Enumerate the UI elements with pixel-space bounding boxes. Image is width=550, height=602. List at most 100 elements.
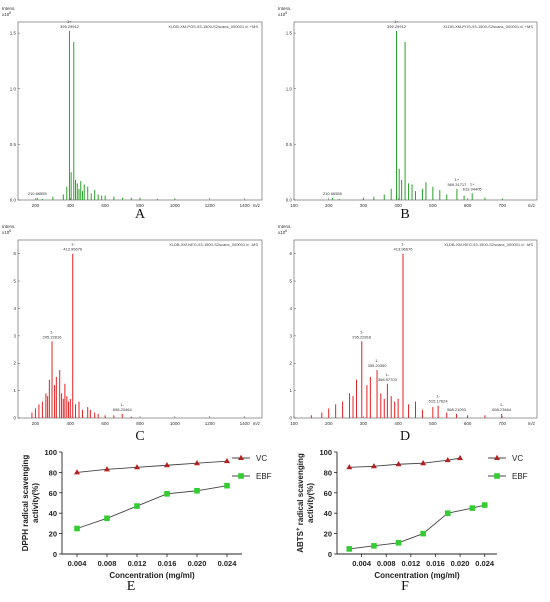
series-point-ebf <box>395 539 402 546</box>
series-point-vc <box>444 456 451 463</box>
y-tick-label: 40 <box>49 509 57 518</box>
y-tick-label: 1.5 <box>10 31 17 36</box>
y-tick-label: 1 <box>289 388 292 393</box>
x-tick-label: 500 <box>429 421 437 426</box>
x-tick-label: 700 <box>499 203 507 208</box>
y-tick-label: 0 <box>13 416 16 421</box>
x-tick-label: 1000 <box>170 203 181 208</box>
peak-mz-label: 368.97703 <box>378 377 398 382</box>
x-tick-label: 0.004 <box>68 559 88 568</box>
panel-letter-a: A <box>135 207 146 222</box>
peak-charge-label: 1- <box>500 402 504 407</box>
series-point-vc <box>395 461 402 467</box>
series-point-vc <box>370 463 377 469</box>
y-tick-label: 0 <box>53 550 57 559</box>
x-tick-label: 1200 <box>205 203 216 208</box>
peak-mz-label: 613.34405 <box>463 186 483 191</box>
series-point-ebf <box>194 487 200 494</box>
x-tick-label: 0.024 <box>218 559 238 568</box>
y-title-sup: + <box>296 527 302 531</box>
y-tick-label: 0.5 <box>286 142 293 147</box>
y-tick-label: 60 <box>324 489 332 498</box>
peak-charge-label: 1- <box>436 394 440 399</box>
legend-marker <box>238 473 244 479</box>
x-tick-label: 600 <box>101 421 109 426</box>
multiplier-base: x10 <box>2 230 10 235</box>
y-tick-label: 1.0 <box>286 86 293 91</box>
y-tick-label: 2 <box>13 361 16 366</box>
series-point-ebf <box>346 546 353 552</box>
x-unit-label: m/z <box>528 203 536 208</box>
x-tick-label: 1200 <box>205 421 216 426</box>
series-point-vc <box>164 462 170 468</box>
multiplier-base: x10 <box>278 12 286 17</box>
y-tick-label: 80 <box>324 468 332 477</box>
peak-charge-label: 1- <box>120 402 124 407</box>
peak-charge-label: 1+ <box>394 19 399 24</box>
x-unit-label: m/z <box>253 203 261 208</box>
plot-frame <box>17 21 263 201</box>
series-line-vc <box>76 460 228 473</box>
x-tick-label: 0.012 <box>128 559 147 568</box>
peak-charge-label: 1+ <box>455 177 460 182</box>
peak-charge-label: 1- <box>71 242 75 247</box>
plot-frame <box>293 239 538 419</box>
y-axis-multiplier: x108 <box>2 11 11 17</box>
plot-frame <box>293 21 538 201</box>
y-axis-multiplier: x108 <box>278 11 287 17</box>
panel-letter-d: D <box>400 429 410 444</box>
x-tick-label: 200 <box>325 203 333 208</box>
x-axis-title: Concentration (mg/ml) <box>109 571 195 580</box>
x-tick-label: 100 <box>290 421 298 426</box>
x-tick-label: 400 <box>67 203 75 208</box>
y-axis-title: ABTS+ radical scavenging activity(%) <box>296 453 315 553</box>
y-tick-label: 0.5 <box>10 142 17 147</box>
x-tick-label: 0.004 <box>352 559 372 568</box>
peak-mz-label: 295.22816 <box>43 334 63 339</box>
y-tick-label: 20 <box>324 530 332 539</box>
spectrum-panel-c: Intens.x106XLDB-XM-NEG-93-1500-S2scans_0… <box>2 224 263 444</box>
multiplier-exponent: 6 <box>9 229 11 233</box>
y-tick-label: 40 <box>324 509 332 518</box>
series-point-ebf <box>481 502 488 508</box>
legend-marker <box>494 454 500 460</box>
series-point-vc <box>457 454 464 461</box>
peak-charge-label: 1- <box>360 329 364 334</box>
legend-label-vc: VC <box>256 454 267 463</box>
y-tick-label: 2 <box>289 361 292 366</box>
x-tick-label: 500 <box>429 203 437 208</box>
peak-mz-label: 339.20350 <box>368 363 388 368</box>
series-point-ebf <box>444 510 451 516</box>
y-tick-label: 0 <box>328 550 332 559</box>
series-point-ebf <box>469 505 476 511</box>
series-point-ebf <box>74 525 80 532</box>
y-axis-title-line2: activity(%) <box>31 483 40 523</box>
peak-mz-label: 698.23464 <box>113 407 133 412</box>
spectrum-panel-a: Intens.x108 XLDB-XM-POS-93-1500-S2scans_0… <box>2 6 263 222</box>
peak-charge-label: 1- <box>401 242 405 247</box>
multiplier-exponent: 6 <box>285 229 287 233</box>
x-tick-label: 600 <box>101 203 109 208</box>
y-axis-title: DPPH radical scavenging activity(%) <box>21 455 40 552</box>
x-tick-label: 300 <box>360 421 368 426</box>
peak-mz-label: 413.96676 <box>394 247 414 252</box>
multiplier-exponent: 8 <box>9 11 11 15</box>
y-tick-label: 1.0 <box>10 86 17 91</box>
x-tick-label: 800 <box>136 203 144 208</box>
legend-label-vc: VC <box>512 454 523 463</box>
x-tick-label: 1400 <box>240 203 251 208</box>
y-tick-label: 0 <box>289 416 292 421</box>
y-title-abts: ABTS <box>296 530 305 552</box>
multiplier-exponent: 8 <box>285 11 287 15</box>
legend-label-ebf: EBF <box>256 472 272 481</box>
peak-mz-label: 210.66555 <box>323 191 343 196</box>
peak-mz-label: 698.23464 <box>492 407 512 412</box>
peak-mz-label: 568.21093 <box>447 407 467 412</box>
peak-charge-label: 1- <box>386 372 390 377</box>
y-tick-label: 80 <box>49 468 57 477</box>
series-line-vc <box>349 457 461 468</box>
x-tick-label: 300 <box>360 203 368 208</box>
x-tick-label: 200 <box>32 203 40 208</box>
x-unit-label: m/z <box>253 421 261 426</box>
x-tick-label: 0.020 <box>451 559 470 568</box>
